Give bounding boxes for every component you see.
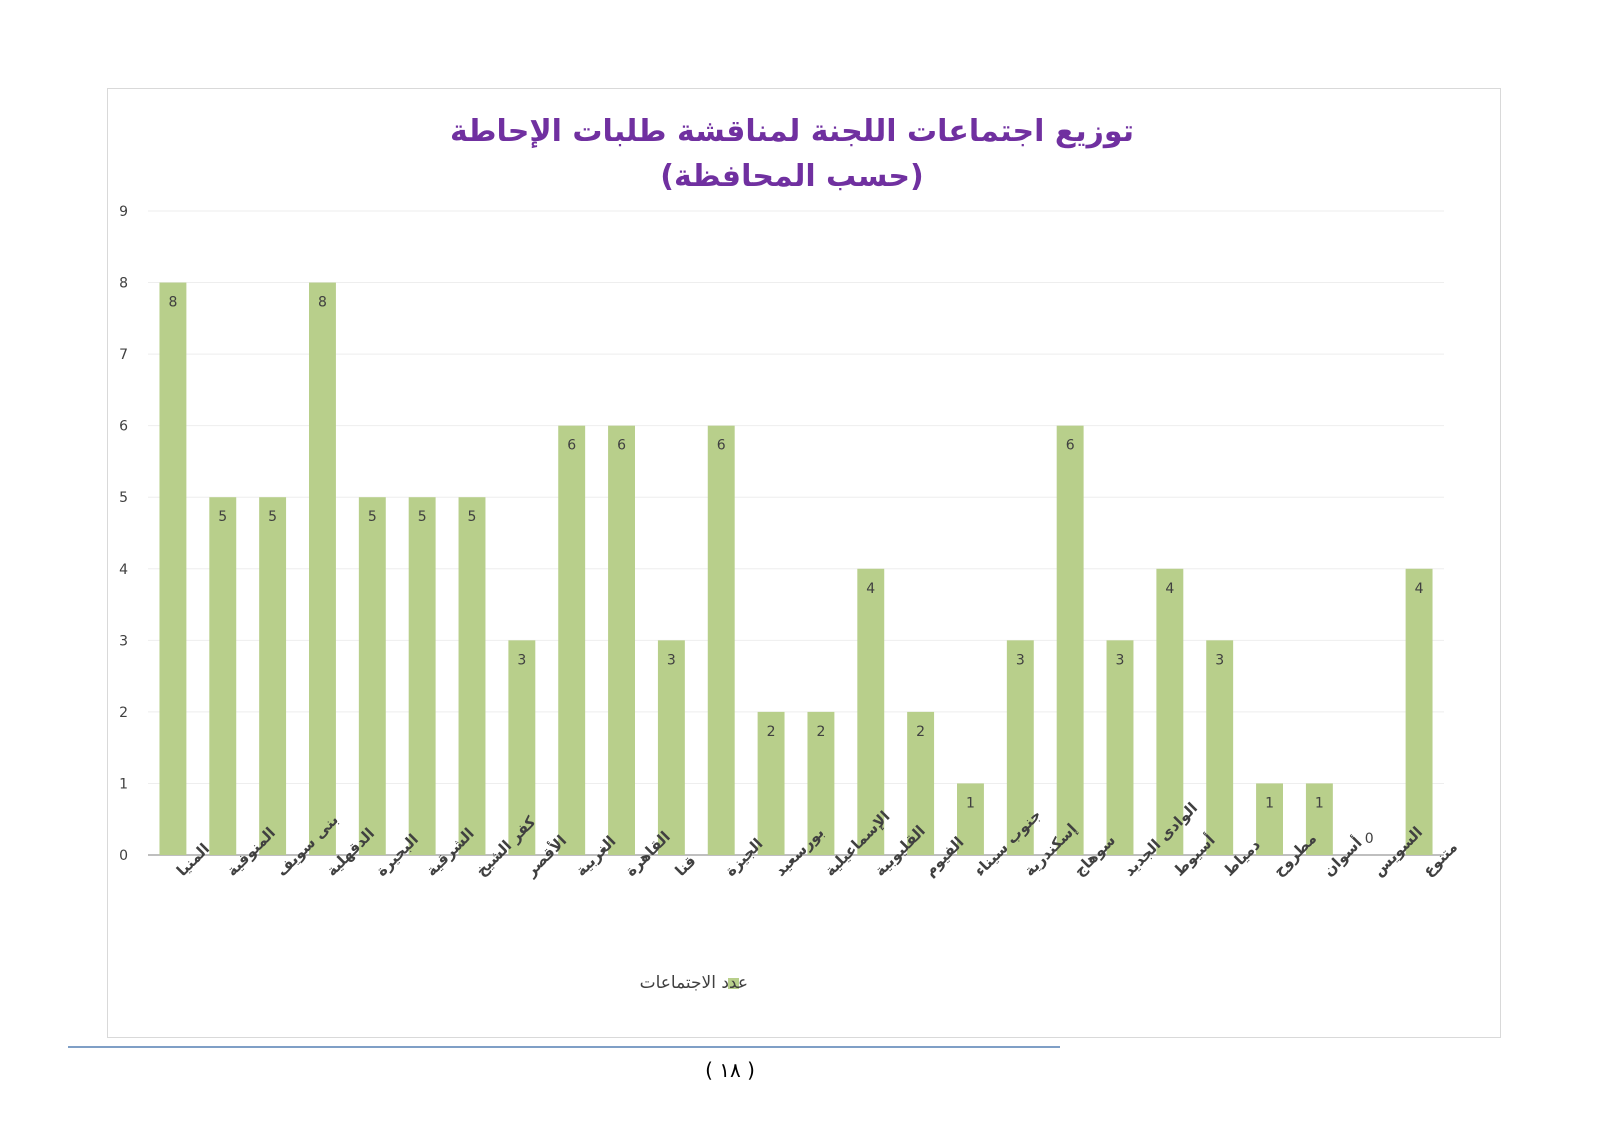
bar — [707, 425, 735, 855]
data-label: 3 — [1215, 652, 1224, 668]
data-label: 5 — [468, 509, 477, 525]
y-tick-label: 0 — [119, 848, 128, 864]
chart-area: توزيع اجتماعات اللجنة لمناقشة طلبات الإح… — [107, 88, 1501, 1038]
legend-label: عدد الاجتماعات — [640, 973, 748, 993]
bar — [1106, 640, 1134, 855]
data-label: 4 — [1165, 581, 1174, 597]
data-label: 6 — [567, 438, 576, 454]
bar — [1006, 640, 1034, 855]
bar — [608, 425, 635, 855]
bars: 8 5 5 8 5 5 5 3 6 6 3 6 2 2 4 2 1 3 6 3 4 3 1 1 0 4 — [159, 282, 1433, 855]
bar — [558, 425, 586, 855]
data-label: 0 — [1365, 831, 1374, 847]
bar — [358, 497, 386, 855]
data-label: 4 — [866, 581, 875, 597]
page-number: ( ١٨ ) — [705, 1058, 755, 1082]
data-label: 4 — [1415, 581, 1424, 597]
bar — [757, 711, 785, 855]
y-tick-label: 1 — [119, 776, 128, 792]
data-label: 2 — [767, 724, 776, 740]
data-label: 5 — [218, 509, 227, 525]
data-label: 2 — [916, 724, 925, 740]
data-label: 5 — [268, 509, 277, 525]
footer-divider — [68, 1046, 1060, 1048]
y-axis: 0 1 2 3 4 5 6 7 8 9 — [119, 204, 128, 864]
bar — [508, 640, 536, 855]
data-label: 1 — [966, 795, 975, 811]
data-label: 1 — [1265, 795, 1274, 811]
x-tick-label: قنا — [671, 852, 699, 880]
bar — [1156, 568, 1184, 855]
y-tick-label: 6 — [119, 419, 128, 435]
bar — [1056, 425, 1084, 855]
bar — [408, 497, 436, 855]
data-label: 6 — [617, 438, 626, 454]
y-tick-label: 5 — [119, 490, 128, 506]
bar — [907, 711, 935, 855]
bar — [657, 640, 685, 855]
bar — [857, 568, 885, 855]
data-label: 6 — [1066, 438, 1075, 454]
y-tick-label: 4 — [119, 562, 128, 578]
bar — [1405, 568, 1433, 855]
gridlines — [148, 210, 1444, 856]
bar — [957, 783, 984, 855]
bar — [209, 497, 237, 855]
y-tick-label: 9 — [119, 204, 128, 220]
data-label: 3 — [1016, 652, 1025, 668]
data-label: 3 — [1116, 652, 1125, 668]
bar — [1305, 783, 1333, 855]
data-label: 3 — [517, 652, 526, 668]
data-label: 6 — [717, 438, 726, 454]
bar-chart: توزيع اجتماعات اللجنة لمناقشة طلبات الإح… — [119, 114, 1461, 993]
data-label: 1 — [1315, 795, 1324, 811]
data-label: 8 — [168, 295, 177, 311]
legend-swatch — [728, 978, 739, 989]
y-tick-label: 8 — [119, 276, 128, 292]
data-label: 3 — [667, 652, 676, 668]
y-tick-label: 2 — [119, 705, 128, 721]
bar — [259, 497, 287, 855]
bar — [309, 282, 336, 855]
bar — [1206, 640, 1234, 855]
data-label: 5 — [418, 509, 427, 525]
data-label: 8 — [318, 295, 327, 311]
legend: عدد الاجتماعات — [640, 973, 748, 993]
bar — [159, 282, 187, 855]
chart-title: توزيع اجتماعات اللجنة لمناقشة طلبات الإح… — [450, 114, 1134, 149]
bar — [807, 711, 835, 855]
bar — [458, 497, 486, 855]
data-label: 5 — [368, 509, 377, 525]
data-label: 2 — [816, 724, 825, 740]
y-tick-label: 7 — [119, 347, 128, 363]
y-tick-label: 3 — [119, 633, 128, 649]
chart-subtitle: (حسب المحافظة) — [660, 159, 923, 194]
bar — [1256, 783, 1283, 855]
